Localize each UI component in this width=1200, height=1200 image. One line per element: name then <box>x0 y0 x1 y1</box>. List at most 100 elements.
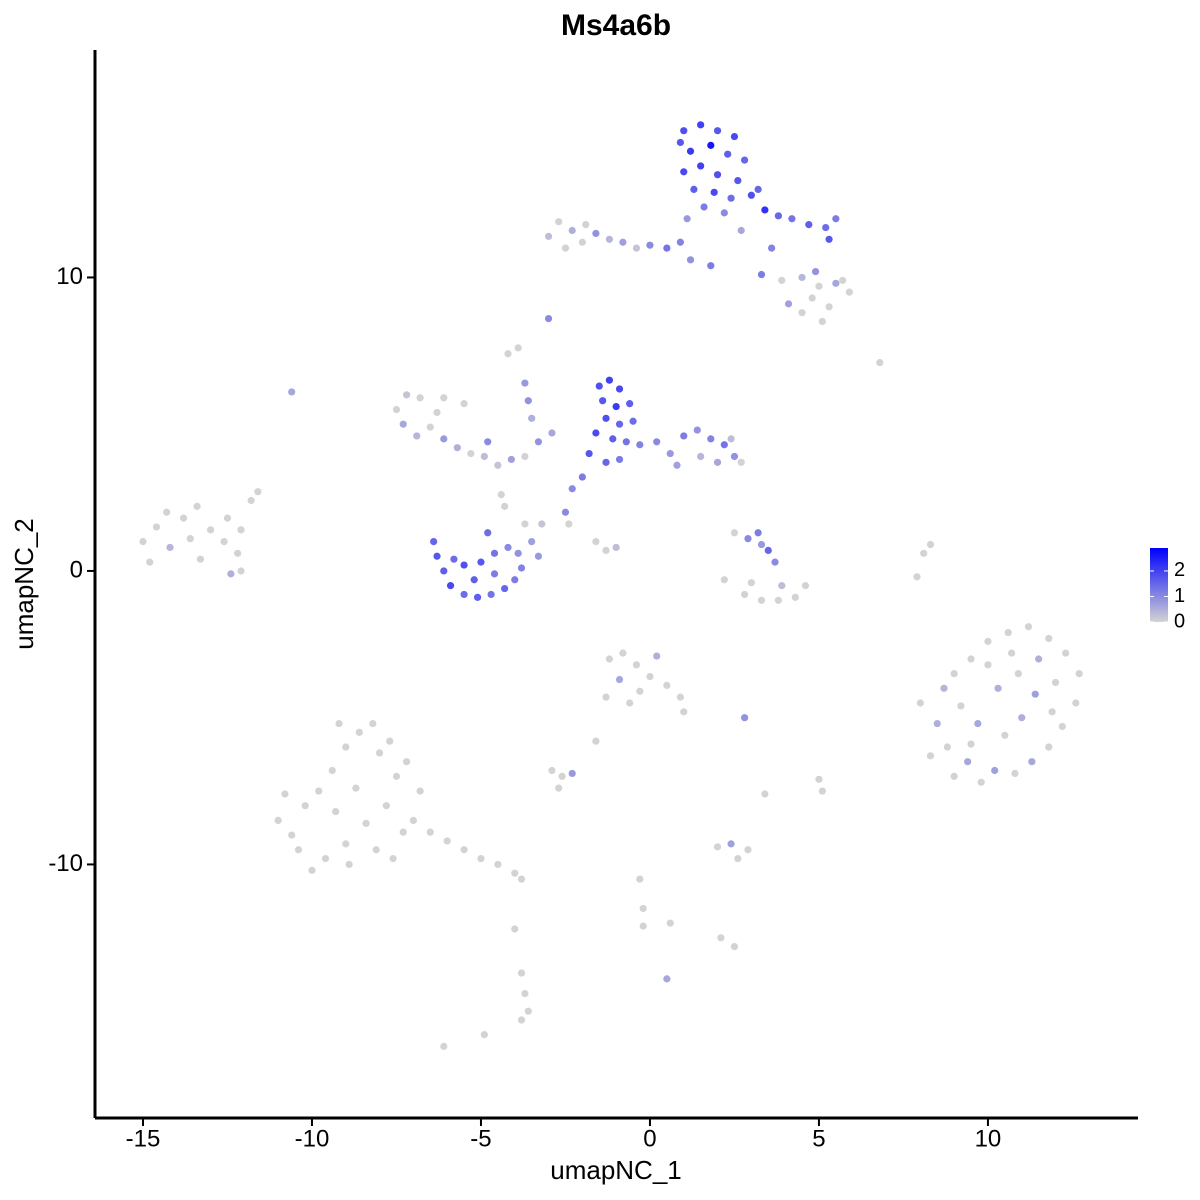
cell-point <box>490 570 499 578</box>
cell-point <box>916 699 924 707</box>
cell-point <box>389 854 397 863</box>
cell-point <box>585 449 593 458</box>
cell-point <box>534 438 543 446</box>
cell-point <box>139 537 147 546</box>
cell-point <box>369 719 377 728</box>
cell-point <box>798 273 806 282</box>
cell-point <box>146 558 154 566</box>
cell-point <box>734 854 742 863</box>
cell-point <box>791 593 799 601</box>
cell-point <box>920 549 928 557</box>
cell-point <box>582 221 590 229</box>
cell-point <box>487 590 495 599</box>
cell-point <box>615 455 624 464</box>
cell-point <box>568 769 576 778</box>
cell-point <box>403 758 411 766</box>
cell-point <box>470 576 478 584</box>
y-tick-label: 10 <box>56 263 83 290</box>
cell-point <box>460 400 468 408</box>
cell-point <box>676 238 684 246</box>
cell-point <box>484 438 492 446</box>
cell-point <box>514 549 522 557</box>
cell-point <box>517 875 526 883</box>
cell-point <box>744 535 752 543</box>
cell-point <box>626 400 634 408</box>
cell-point <box>392 405 401 414</box>
cell-point <box>1004 628 1012 637</box>
cell-point <box>561 244 570 252</box>
cell-point <box>362 819 370 827</box>
cell-point <box>372 846 380 854</box>
cell-point <box>494 461 502 469</box>
cell-point <box>761 790 769 798</box>
cell-point <box>504 543 512 552</box>
points <box>139 121 1083 1050</box>
cell-point <box>528 537 536 546</box>
cell-point <box>460 561 468 569</box>
cell-point <box>811 267 820 276</box>
cell-point <box>612 543 620 552</box>
cell-point <box>964 758 972 766</box>
cell-point <box>426 828 434 836</box>
cell-point <box>605 376 614 384</box>
cell-point <box>345 860 353 869</box>
cell-point <box>805 221 813 229</box>
cell-point <box>399 828 407 836</box>
cell-point <box>514 344 522 352</box>
cell-point <box>737 458 745 466</box>
cell-point <box>196 555 205 563</box>
cell-point <box>974 719 982 728</box>
cell-point <box>274 816 282 825</box>
cell-point <box>1048 708 1056 716</box>
cell-point <box>521 989 529 998</box>
x-tick-label: -15 <box>126 1125 161 1152</box>
colorbar-label: 1 <box>1174 585 1185 607</box>
y-tick-label: -10 <box>48 850 83 877</box>
cell-point <box>845 288 853 296</box>
cell-point <box>1007 649 1016 657</box>
cell-point <box>443 837 451 845</box>
cell-point <box>994 684 1002 692</box>
cell-point <box>984 637 992 645</box>
cell-point <box>636 687 644 695</box>
cell-point <box>578 238 586 246</box>
cell-point <box>815 282 823 290</box>
cell-point <box>720 209 728 217</box>
cell-point <box>440 567 448 575</box>
cell-point <box>926 752 935 760</box>
cell-point <box>967 740 975 748</box>
cell-point <box>710 188 718 196</box>
cell-point <box>730 943 739 951</box>
cell-point <box>768 244 776 252</box>
cell-point <box>663 244 671 252</box>
cell-point <box>578 473 586 481</box>
cell-point <box>771 558 779 566</box>
cell-point <box>494 860 502 869</box>
cell-point <box>450 555 458 563</box>
cell-point <box>913 573 921 581</box>
cell-point <box>686 256 695 264</box>
cell-point <box>636 441 644 449</box>
cell-point <box>825 303 833 311</box>
cell-point <box>602 693 610 701</box>
cell-point <box>592 229 600 238</box>
cell-point <box>558 772 566 780</box>
cell-point <box>666 919 674 927</box>
cell-point <box>497 491 505 499</box>
cell-point <box>734 177 742 185</box>
cell-point <box>747 579 755 587</box>
cell-point <box>602 414 610 422</box>
cell-point <box>1072 699 1080 707</box>
cell-point <box>1024 623 1033 631</box>
cell-point <box>950 670 958 678</box>
cell-point <box>717 934 725 942</box>
cell-point <box>517 564 526 572</box>
cell-point <box>639 922 647 930</box>
cell-point <box>294 846 303 854</box>
cell-point <box>727 840 735 848</box>
cell-point <box>713 171 722 179</box>
cell-point <box>730 529 739 537</box>
cell-point <box>460 846 468 854</box>
cell-point <box>744 846 752 854</box>
cell-point <box>548 766 556 775</box>
